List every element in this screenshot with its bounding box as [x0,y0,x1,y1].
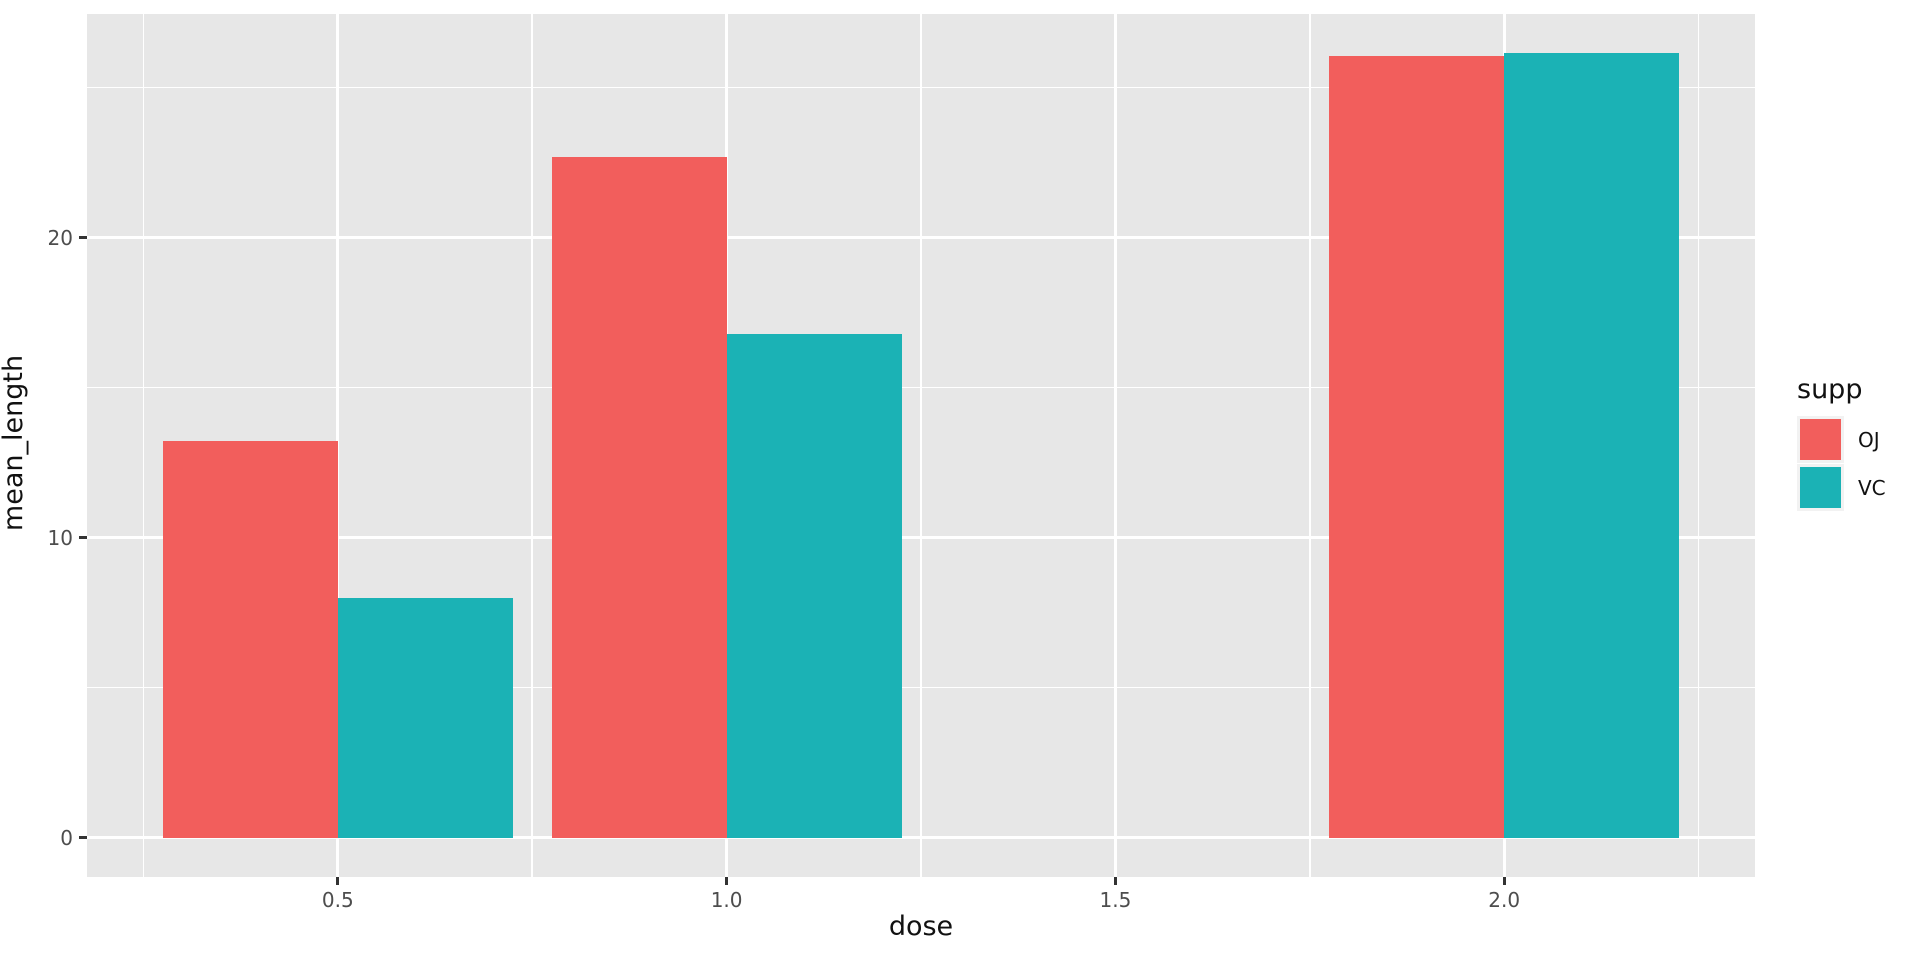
y-axis-title: mean_length [0,354,29,532]
legend-entries: OJ VC [1797,416,1886,511]
x-tick-label: 1.5 [1099,888,1132,912]
plot-panel [87,14,1755,877]
x-gridline-minor [1309,14,1311,877]
x-tick-label: 2.0 [1488,888,1521,912]
x-tick-mark [1113,877,1117,885]
y-tick-mark [79,836,87,840]
legend-label: OJ [1858,427,1880,452]
x-gridline-minor [142,14,145,877]
y-tick-mark [79,536,87,540]
x-gridline-major [336,14,340,877]
x-tick-label: 0.5 [321,888,354,912]
bar-VC-2 [1504,53,1680,838]
x-gridline-minor [1697,14,1700,877]
bar-OJ-1 [551,156,727,838]
x-tick-mark [1502,877,1506,885]
legend-key-swatch [1797,464,1844,511]
x-tick-mark [336,877,340,885]
y-gridline-major [87,536,1755,540]
y-tick-label: 20 [47,225,73,250]
y-gridline-major [87,836,1755,840]
y-tick-label: 10 [47,525,73,550]
bar-VC-0.5 [337,598,513,838]
legend-entry-OJ: OJ [1797,416,1886,463]
x-tick-mark [725,877,729,885]
x-tick-label: 1.0 [710,888,743,912]
x-axis-title: dose [888,911,954,942]
x-gridline-minor [920,14,922,877]
y-gridline-major [87,236,1755,240]
bar-VC-1 [726,334,902,838]
legend: supp OJ VC [1797,374,1886,512]
legend-key-swatch [1797,416,1844,463]
x-gridline-major [1113,14,1117,877]
legend-entry-VC: VC [1797,464,1886,511]
legend-title: supp [1797,374,1863,405]
legend-label: VC [1858,475,1886,500]
y-tick-label: 0 [60,825,73,850]
y-tick-mark [79,236,87,240]
bar-OJ-2 [1329,55,1505,838]
x-gridline-minor [531,14,533,877]
bar-OJ-0.5 [162,440,338,838]
